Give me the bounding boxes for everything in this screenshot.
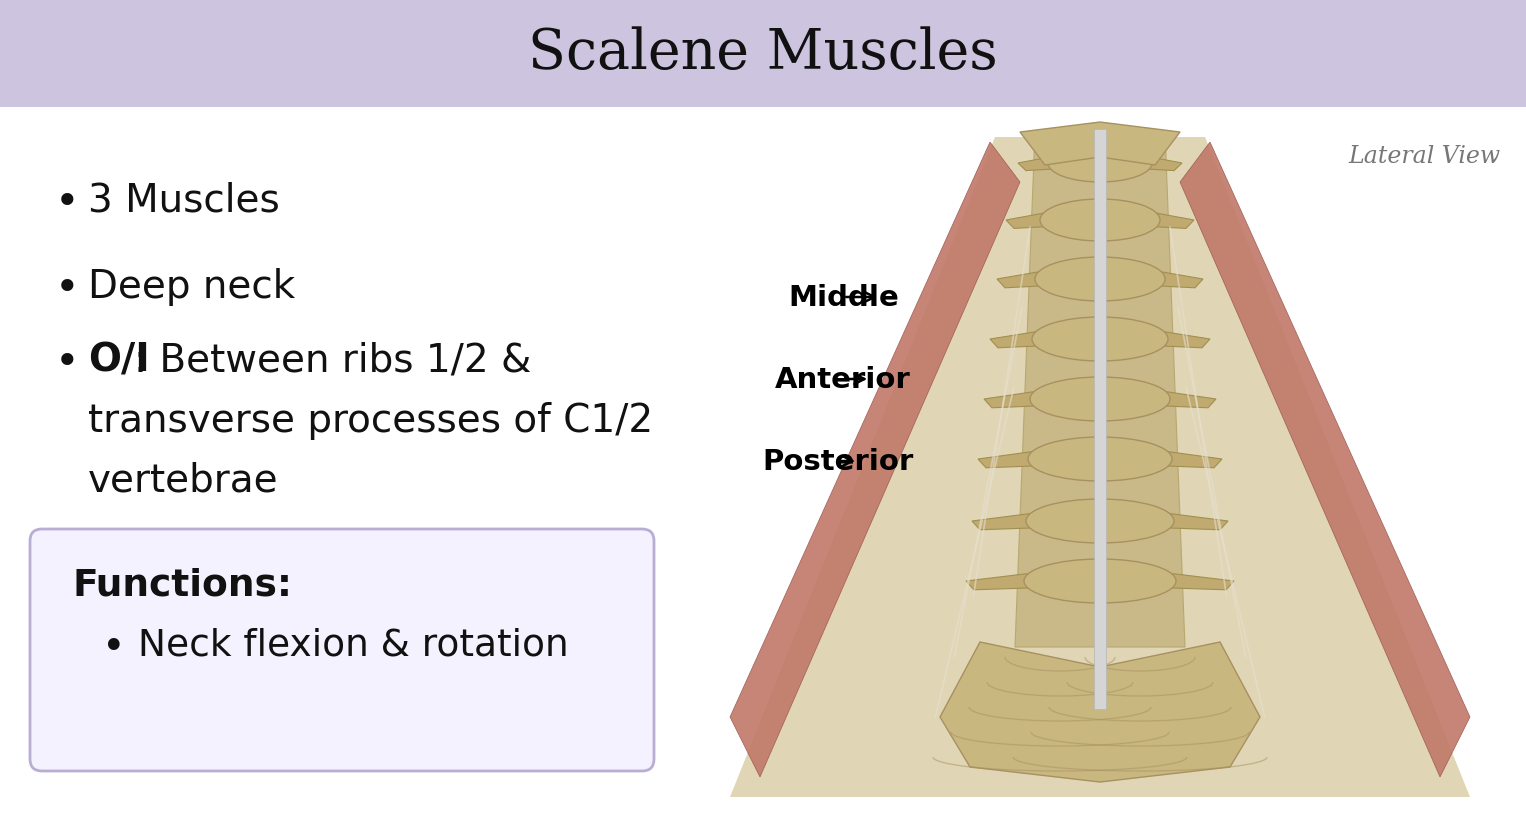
Polygon shape [729, 143, 1019, 777]
Polygon shape [966, 572, 1039, 590]
Text: •: • [55, 342, 79, 383]
Polygon shape [1160, 513, 1228, 530]
Text: •: • [55, 182, 79, 224]
Polygon shape [940, 642, 1260, 782]
Text: vertebrae: vertebrae [89, 461, 279, 500]
Polygon shape [1006, 212, 1051, 229]
Text: : Between ribs 1/2 &: : Between ribs 1/2 & [134, 342, 531, 379]
Polygon shape [1015, 133, 1186, 647]
Polygon shape [1157, 391, 1216, 409]
Polygon shape [1158, 450, 1222, 468]
Polygon shape [1148, 212, 1193, 229]
Polygon shape [972, 513, 1041, 530]
Text: Functions:: Functions: [72, 568, 291, 604]
Ellipse shape [1025, 500, 1173, 543]
Polygon shape [1180, 143, 1470, 777]
Text: Posterior: Posterior [761, 447, 913, 475]
Text: Deep neck: Deep neck [89, 268, 295, 305]
Text: Lateral View: Lateral View [1347, 145, 1500, 168]
FancyBboxPatch shape [0, 0, 1526, 108]
Polygon shape [996, 271, 1048, 288]
Ellipse shape [1041, 200, 1160, 242]
Polygon shape [1154, 331, 1210, 348]
Polygon shape [990, 331, 1045, 348]
FancyBboxPatch shape [1094, 130, 1106, 709]
Text: O/I: O/I [89, 342, 150, 379]
Text: Middle: Middle [787, 283, 899, 311]
Text: Neck flexion & rotation: Neck flexion & rotation [137, 627, 569, 663]
Polygon shape [978, 450, 1042, 468]
Text: •: • [102, 627, 125, 667]
Text: Anterior: Anterior [775, 365, 911, 393]
Ellipse shape [1035, 258, 1164, 301]
FancyBboxPatch shape [31, 529, 655, 771]
Ellipse shape [1030, 378, 1170, 422]
Polygon shape [1019, 123, 1180, 165]
Text: Scalene Muscles: Scalene Muscles [528, 26, 998, 81]
Polygon shape [1161, 572, 1235, 590]
Polygon shape [729, 138, 1470, 797]
Polygon shape [1018, 156, 1059, 171]
Polygon shape [1141, 156, 1183, 171]
Text: 3 Muscles: 3 Muscles [89, 182, 279, 219]
Text: transverse processes of C1/2: transverse processes of C1/2 [89, 401, 653, 440]
Ellipse shape [1029, 437, 1172, 482]
Ellipse shape [1032, 318, 1167, 361]
Polygon shape [1152, 271, 1202, 288]
Text: •: • [55, 268, 79, 310]
Polygon shape [984, 391, 1044, 409]
Ellipse shape [1024, 559, 1177, 604]
Ellipse shape [1048, 145, 1152, 183]
